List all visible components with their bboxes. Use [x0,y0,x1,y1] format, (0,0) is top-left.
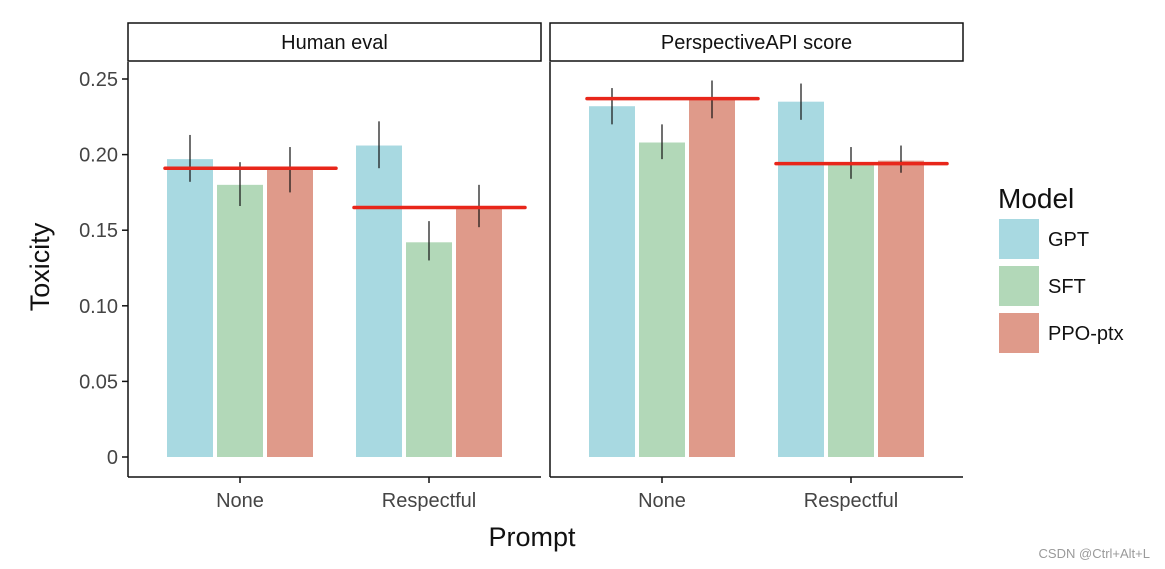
bar-sft-none [217,184,263,457]
facet-strip-label: PerspectiveAPI score [661,32,852,54]
y-tick-label: 0.15 [79,220,118,242]
x-tick-label: None [216,490,264,512]
bar-gpt-none [589,106,635,457]
legend-swatch-gpt [999,219,1039,259]
bar-gpt-respectful [778,101,824,458]
bar-gpt-none [167,159,213,458]
bar-sft-respectful [406,242,452,457]
bar-ppo-ptx-respectful [456,207,502,457]
y-tick-label: 0 [107,447,118,469]
facet-panel-0: Human eval None Respectful [127,22,542,512]
legend-swatch-sft [999,266,1039,306]
facet-panel-1: PerspectiveAPI score None Respectful [549,22,964,512]
x-tick-label: Respectful [382,490,477,512]
x-tick-label: None [638,490,686,512]
y-tick-label: 0.20 [79,145,118,167]
facet-strip-label: Human eval [281,32,388,54]
y-tick-label: 0.05 [79,371,118,393]
y-tick-label: 0.10 [79,296,118,318]
y-axis-title: Toxicity [25,222,55,311]
legend-title: Model [998,183,1074,214]
x-tick-label: Respectful [804,490,899,512]
legend-swatch-ppo-ptx [999,313,1039,353]
y-tick-label: 0.25 [79,69,118,91]
facet-strip-box [549,22,964,62]
facet-strip-box [127,22,542,62]
bar-gpt-respectful [356,145,402,457]
legend-label-sft: SFT [1048,276,1086,298]
bar-sft-none [639,142,685,457]
bar-ppo-ptx-none [689,98,735,457]
x-axis-title: Prompt [488,522,576,552]
watermark: CSDN @Ctrl+Alt+L [1039,546,1150,561]
bar-ppo-ptx-respectful [878,160,924,457]
bar-ppo-ptx-none [267,169,313,457]
legend-label-gpt: GPT [1048,229,1089,251]
bar-sft-respectful [828,163,874,457]
legend-label-ppo-ptx: PPO-ptx [1048,323,1124,345]
